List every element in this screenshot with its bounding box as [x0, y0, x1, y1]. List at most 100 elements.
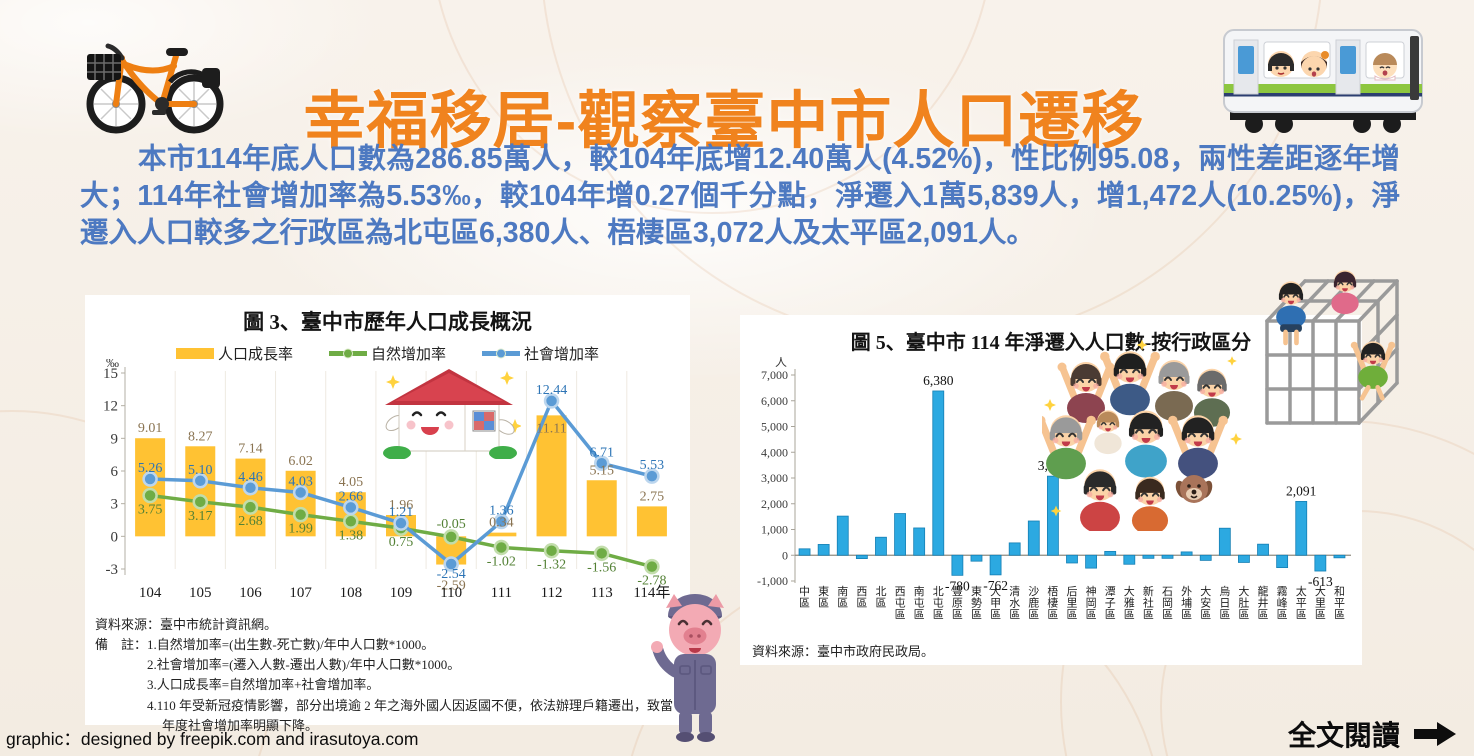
- svg-text:104: 104: [139, 585, 162, 601]
- svg-text:-762: -762: [983, 578, 1008, 593]
- svg-text:114年: 114年: [633, 584, 670, 601]
- legend-label: 自然增加率: [370, 347, 446, 363]
- svg-text:0: 0: [111, 529, 119, 545]
- svg-text:1.96: 1.96: [389, 498, 414, 513]
- svg-text:沙鹿區: 沙鹿區: [1028, 585, 1039, 621]
- chart3-source: 資料來源：臺中市統計資訊網。: [95, 617, 278, 632]
- legend-item: 社會增加率: [482, 343, 599, 364]
- svg-text:人: 人: [775, 357, 787, 369]
- svg-text:6,000: 6,000: [761, 394, 788, 408]
- sparkle-icon: [386, 371, 521, 433]
- svg-text:清水區: 清水區: [1009, 585, 1020, 621]
- svg-text:豐原區: 豐原區: [952, 585, 963, 621]
- note-item: 2.社會增加率=(遷入人數-遷出人數)/年中人口數*1000。: [147, 657, 461, 673]
- chart3-panel: 圖 3、臺中市歷年人口成長概況 人口成長率 自然增加率 社會增加率 15 12 9 6 3 0…: [85, 295, 690, 733]
- svg-text:110: 110: [440, 585, 462, 601]
- bar-swatch-icon: [175, 348, 214, 359]
- arrow-right-icon: [1414, 722, 1457, 746]
- svg-text:108: 108: [340, 585, 363, 601]
- svg-text:6.71: 6.71: [589, 445, 614, 460]
- chart3-note-label: 備 註：: [95, 637, 148, 653]
- x-axis-labels: 104 105 106 107 108 109 110 111 112 113 114年: [139, 584, 671, 601]
- train-illustration: [1223, 29, 1423, 133]
- y-axis: 15 12 9 6 3 0 -3 ‰: [103, 359, 126, 578]
- svg-text:2.75: 2.75: [640, 489, 665, 504]
- read-more-link[interactable]: 全文閱讀: [1288, 714, 1457, 754]
- svg-text:和平區: 和平區: [1334, 585, 1345, 621]
- svg-text:5,000: 5,000: [761, 420, 788, 434]
- svg-text:神岡區: 神岡區: [1086, 584, 1097, 621]
- svg-text:1.36: 1.36: [489, 504, 514, 519]
- svg-text:-1,000: -1,000: [757, 574, 788, 588]
- svg-text:6: 6: [111, 464, 119, 480]
- house-illustration: [383, 369, 521, 459]
- note-item: 1.自然增加率=(出生數-死亡數)/年中人口數*1000。: [147, 637, 435, 653]
- svg-text:7,000: 7,000: [761, 368, 788, 382]
- svg-text:12.44: 12.44: [536, 383, 568, 398]
- svg-text:112: 112: [541, 585, 563, 601]
- svg-text:2.68: 2.68: [238, 514, 262, 529]
- svg-text:-2.78: -2.78: [637, 574, 666, 589]
- svg-text:2,000: 2,000: [761, 497, 788, 511]
- bars-group: [135, 415, 667, 565]
- svg-text:霧峰區: 霧峰區: [1277, 585, 1288, 621]
- chart5-panel: 圖 5、臺中市 114 年淨遷入人口數-按行政區分 7,000 6,000 5,00…: [740, 315, 1362, 665]
- svg-text:-3: -3: [106, 562, 119, 578]
- svg-text:5.15: 5.15: [589, 463, 614, 478]
- svg-text:西屯區: 西屯區: [895, 586, 906, 621]
- svg-text:4.03: 4.03: [288, 474, 313, 489]
- y-axis: 7,000 6,000 5,000 4,000 3,000 2,000 1,000 0 -1,0…: [757, 357, 796, 588]
- svg-text:0.75: 0.75: [389, 535, 414, 550]
- line-series: [142, 393, 660, 572]
- svg-text:潭子區: 潭子區: [1105, 585, 1116, 621]
- svg-text:北區: 北區: [875, 585, 886, 610]
- note-item: 3.人口成長率=自然增加率+社會增加率。: [147, 677, 380, 693]
- note-item: 4.110 年受新冠疫情影響，部分出境逾 2 年之海外國人因返國不便，依法辦理戶…: [147, 697, 674, 733]
- population-growth-chart: 15 12 9 6 3 0 -3 ‰ 9.01 8.27 7.14 6.02 4.05 1.96 -2.59…: [103, 359, 671, 601]
- svg-text:東區: 東區: [818, 585, 829, 610]
- svg-text:3: 3: [111, 497, 119, 513]
- svg-text:111: 111: [491, 585, 512, 601]
- svg-text:-0.05: -0.05: [437, 517, 466, 532]
- svg-text:2.66: 2.66: [339, 489, 364, 504]
- svg-text:113: 113: [591, 585, 613, 601]
- svg-text:石岡區: 石岡區: [1162, 586, 1173, 621]
- svg-text:106: 106: [239, 585, 262, 601]
- page-title: 幸福移居-觀察臺中市人口遷移: [303, 86, 1145, 156]
- dog-icon: [1175, 475, 1213, 503]
- svg-text:西區: 西區: [856, 586, 867, 610]
- svg-text:-2.59: -2.59: [437, 579, 466, 594]
- gridlines: [174, 371, 628, 569]
- svg-text:9: 9: [111, 431, 119, 447]
- svg-text:-2.54: -2.54: [437, 567, 466, 582]
- data-labels: 6,380-780-7623,0722,091-613: [923, 373, 1333, 593]
- net-migration-chart: 7,000 6,000 5,000 4,000 3,000 2,000 1,000 0 -1,0…: [757, 357, 1351, 621]
- chart3-note-items: 1.自然增加率=(出生數-死亡數)/年中人口數*1000。 2.社會增加率=(遷入…: [147, 635, 685, 736]
- svg-text:太平區: 太平區: [1296, 585, 1307, 621]
- svg-text:-1.32: -1.32: [537, 558, 566, 573]
- legend-item: 自然增加率: [328, 343, 446, 364]
- svg-text:后里區: 后里區: [1067, 585, 1078, 621]
- svg-text:4.46: 4.46: [238, 470, 262, 485]
- chart5-source: 資料來源：臺中市政府民政局。: [752, 644, 935, 659]
- read-more-label: 全文閱讀: [1288, 721, 1401, 752]
- svg-text:大雅區: 大雅區: [1124, 584, 1135, 621]
- svg-text:6,380: 6,380: [923, 373, 954, 388]
- svg-text:-613: -613: [1308, 574, 1333, 589]
- svg-text:8.27: 8.27: [188, 429, 213, 444]
- svg-text:東勢區: 東勢區: [971, 585, 982, 621]
- svg-text:‰: ‰: [106, 359, 119, 370]
- svg-text:5.26: 5.26: [138, 461, 163, 476]
- svg-text:7.14: 7.14: [238, 442, 262, 457]
- legend-item: 人口成長率: [175, 343, 293, 364]
- svg-text:大甲區: 大甲區: [990, 584, 1001, 621]
- svg-text:烏日區: 烏日區: [1219, 584, 1230, 621]
- graphic-credit: graphic：designed by freepik.com and iras…: [6, 729, 419, 749]
- district-labels: 中區東區南區西區北區西屯區南屯區北屯區豐原區東勢區大甲區清水區沙鹿區梧棲區后里區…: [799, 584, 1345, 621]
- svg-text:大里區: 大里區: [1315, 584, 1326, 621]
- bars-group: [798, 390, 1346, 576]
- svg-text:-780: -780: [945, 578, 970, 593]
- svg-text:梧棲區: 梧棲區: [1047, 584, 1058, 621]
- svg-text:北屯區: 北屯區: [933, 585, 944, 621]
- crowd-illustration: [1042, 339, 1242, 531]
